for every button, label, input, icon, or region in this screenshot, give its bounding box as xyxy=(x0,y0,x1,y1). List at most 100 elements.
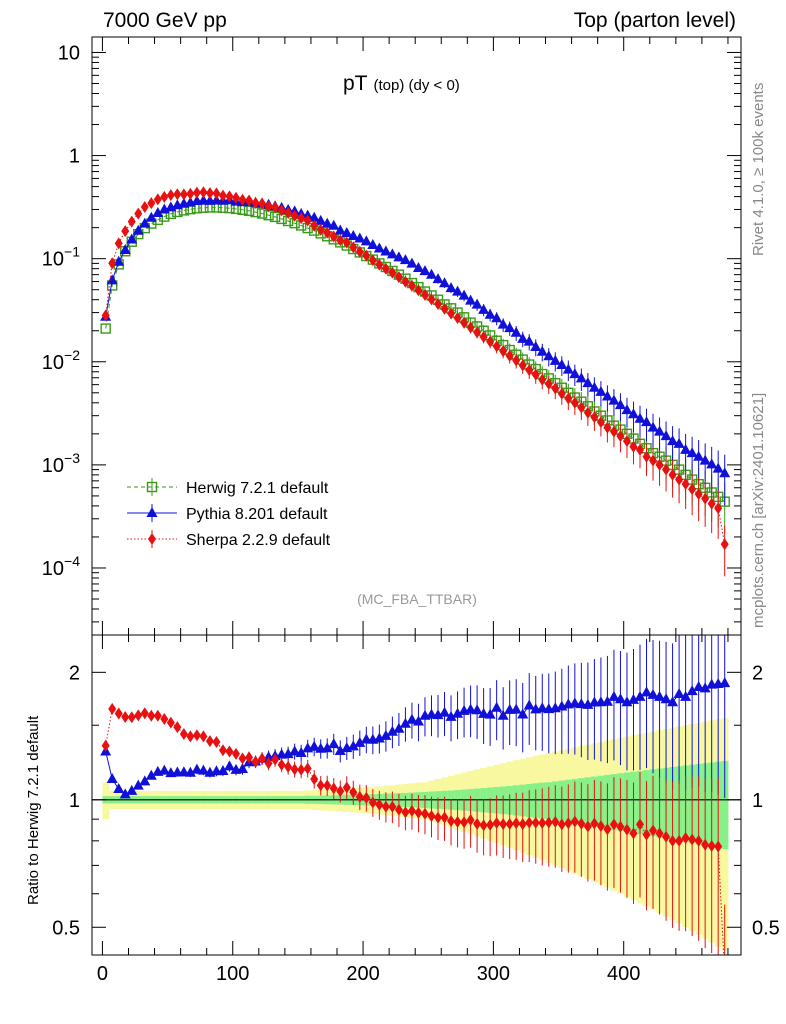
y-tick-base: 1 xyxy=(69,146,80,168)
ratio-point xyxy=(510,703,522,714)
header-left: 7000 GeV pp xyxy=(103,9,227,32)
ratio-point xyxy=(284,760,293,773)
ratio-point xyxy=(121,710,130,723)
ratio-point xyxy=(303,762,312,775)
ratio-point xyxy=(439,706,451,717)
ratio-point xyxy=(218,744,227,757)
data-point xyxy=(512,354,521,367)
ratio-point xyxy=(577,817,586,830)
ratio-point xyxy=(636,818,645,831)
data-point xyxy=(562,363,574,374)
ratio-point xyxy=(321,742,333,753)
legend-entry: Pythia 8.201 default xyxy=(127,504,328,523)
main-data-layer xyxy=(100,186,731,577)
data-point xyxy=(627,408,639,419)
ratio-point xyxy=(721,969,729,981)
ratio-point xyxy=(295,746,307,757)
data-point xyxy=(603,421,612,434)
data-point xyxy=(583,406,592,419)
legend-entry: Herwig 7.2.1 default xyxy=(127,478,329,497)
data-point xyxy=(218,189,227,202)
data-point xyxy=(380,245,392,256)
data-point xyxy=(394,271,403,284)
data-point xyxy=(290,209,299,222)
data-point xyxy=(315,214,327,225)
data-point xyxy=(660,430,672,441)
ratio-point xyxy=(616,820,625,833)
data-point xyxy=(368,254,377,267)
data-point xyxy=(668,468,677,481)
data-point xyxy=(106,274,118,285)
data-point xyxy=(590,411,599,424)
legend-label: Sherpa 2.2.9 default xyxy=(186,532,331,549)
ratio-point xyxy=(445,710,457,721)
y-tick-exponent: −3 xyxy=(64,450,80,466)
ratio-point xyxy=(460,816,469,829)
data-point xyxy=(499,345,508,358)
ratio-point xyxy=(393,722,405,733)
legend-label: Herwig 7.2.1 default xyxy=(186,480,329,497)
data-point xyxy=(264,200,273,213)
ratio-point xyxy=(406,713,418,724)
data-point xyxy=(445,282,457,293)
data-point xyxy=(232,191,241,204)
x-tick-label: 100 xyxy=(216,963,249,985)
data-point xyxy=(328,219,340,230)
ratio-point xyxy=(258,752,267,765)
ratio-point xyxy=(694,834,703,847)
ratio-point xyxy=(466,814,475,827)
data-point xyxy=(140,201,149,214)
ratio-point xyxy=(132,779,144,790)
ratio-point xyxy=(119,788,131,799)
ratio-point xyxy=(127,711,136,724)
legend: Herwig 7.2.1 default Pythia 8.201 default… xyxy=(127,478,331,549)
ratio-point xyxy=(399,717,411,728)
ratio-panel: 2 2 1 1 0.5 0.5 0 100 200 300 400 Ratio to Herwig … xyxy=(25,634,780,985)
data-point xyxy=(538,373,547,386)
ratio-point xyxy=(336,785,345,798)
y-tick-base: 10 xyxy=(42,558,64,580)
ratio-point xyxy=(667,696,679,707)
data-point xyxy=(699,454,711,465)
ratio-series-2 xyxy=(101,702,729,981)
ratio-point xyxy=(225,745,234,758)
ratio-point xyxy=(388,800,397,813)
data-point xyxy=(401,275,410,288)
series-1 xyxy=(100,194,731,506)
data-point xyxy=(160,190,169,203)
ratio-point xyxy=(668,834,677,847)
ratio-point xyxy=(186,730,195,743)
data-point xyxy=(225,190,234,203)
ratio-point xyxy=(108,702,117,715)
data-point xyxy=(406,257,418,268)
y-tick-label: 1 xyxy=(69,146,80,168)
ratio-point xyxy=(140,707,149,720)
data-point xyxy=(425,268,437,279)
ratio-point xyxy=(308,740,320,751)
data-point xyxy=(531,368,540,381)
ratio-y-tick-label-right: 1 xyxy=(752,790,763,812)
data-point xyxy=(570,396,579,409)
ratio-point xyxy=(551,815,560,828)
data-point xyxy=(479,330,488,343)
data-point xyxy=(258,197,267,210)
ratio-y-tick-label-left: 0.5 xyxy=(52,917,80,939)
legend-entry: Sherpa 2.2.9 default xyxy=(127,530,331,549)
ratio-point xyxy=(531,816,540,829)
data-point xyxy=(484,308,496,319)
data-point xyxy=(323,226,332,239)
ratio-point xyxy=(649,824,658,837)
ratio-point xyxy=(686,685,698,696)
data-point xyxy=(166,189,175,202)
data-point xyxy=(492,340,501,353)
data-point xyxy=(393,251,405,262)
data-point xyxy=(238,193,247,206)
data-point xyxy=(473,326,482,339)
ratio-point xyxy=(673,687,685,698)
data-point xyxy=(375,258,384,271)
data-point xyxy=(121,225,130,238)
ratio-point xyxy=(323,779,332,792)
data-point xyxy=(212,187,221,200)
data-point xyxy=(407,279,416,292)
